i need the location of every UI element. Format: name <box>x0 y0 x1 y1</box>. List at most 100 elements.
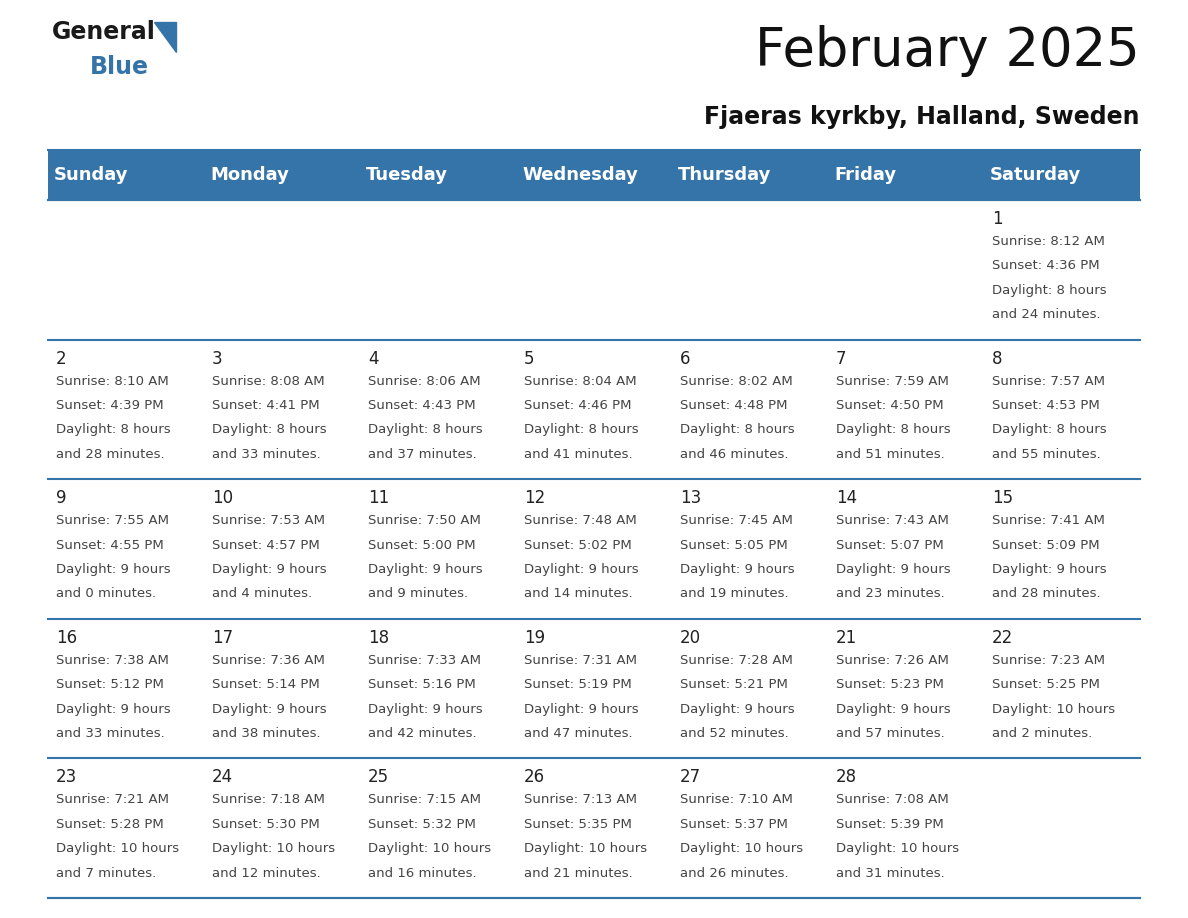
Text: Daylight: 9 hours: Daylight: 9 hours <box>368 563 482 577</box>
Text: Sunrise: 7:45 AM: Sunrise: 7:45 AM <box>680 514 792 527</box>
Bar <box>48 200 1140 340</box>
Text: and 52 minutes.: and 52 minutes. <box>680 727 789 740</box>
Text: and 38 minutes.: and 38 minutes. <box>211 727 321 740</box>
Text: Sunset: 4:39 PM: Sunset: 4:39 PM <box>56 399 164 412</box>
Text: Daylight: 9 hours: Daylight: 9 hours <box>524 702 638 716</box>
Text: 17: 17 <box>211 629 233 647</box>
Text: 4: 4 <box>368 350 378 367</box>
Text: 7: 7 <box>836 350 846 367</box>
Text: Sunrise: 7:31 AM: Sunrise: 7:31 AM <box>524 654 637 666</box>
Text: Sunrise: 7:55 AM: Sunrise: 7:55 AM <box>56 514 169 527</box>
Text: Sunrise: 7:38 AM: Sunrise: 7:38 AM <box>56 654 169 666</box>
Bar <box>48 479 1140 619</box>
Text: 25: 25 <box>368 768 388 787</box>
Text: and 33 minutes.: and 33 minutes. <box>211 448 321 461</box>
Text: Sunset: 5:02 PM: Sunset: 5:02 PM <box>524 539 632 552</box>
Text: Sunrise: 8:12 AM: Sunrise: 8:12 AM <box>992 235 1105 248</box>
Text: Sunset: 5:32 PM: Sunset: 5:32 PM <box>368 818 475 831</box>
Text: 6: 6 <box>680 350 690 367</box>
Text: 22: 22 <box>992 629 1013 647</box>
Text: Sunrise: 7:28 AM: Sunrise: 7:28 AM <box>680 654 792 666</box>
Text: Sunset: 4:41 PM: Sunset: 4:41 PM <box>211 399 320 412</box>
Text: Daylight: 9 hours: Daylight: 9 hours <box>992 563 1106 577</box>
Text: 24: 24 <box>211 768 233 787</box>
Text: Sunrise: 7:57 AM: Sunrise: 7:57 AM <box>992 375 1105 387</box>
Text: Daylight: 8 hours: Daylight: 8 hours <box>836 423 950 436</box>
Text: Sunrise: 7:48 AM: Sunrise: 7:48 AM <box>524 514 637 527</box>
Text: Daylight: 9 hours: Daylight: 9 hours <box>836 563 950 577</box>
Text: and 42 minutes.: and 42 minutes. <box>368 727 476 740</box>
Text: 3: 3 <box>211 350 222 367</box>
Text: 13: 13 <box>680 489 701 508</box>
Text: Daylight: 10 hours: Daylight: 10 hours <box>211 842 335 856</box>
Text: Sunrise: 7:23 AM: Sunrise: 7:23 AM <box>992 654 1105 666</box>
Text: and 28 minutes.: and 28 minutes. <box>992 588 1100 600</box>
Text: Sunset: 5:39 PM: Sunset: 5:39 PM <box>836 818 943 831</box>
Text: Sunset: 5:05 PM: Sunset: 5:05 PM <box>680 539 788 552</box>
Text: and 46 minutes.: and 46 minutes. <box>680 448 789 461</box>
Text: Daylight: 9 hours: Daylight: 9 hours <box>56 702 170 716</box>
Text: Sunset: 5:00 PM: Sunset: 5:00 PM <box>368 539 475 552</box>
Text: Sunset: 5:30 PM: Sunset: 5:30 PM <box>211 818 320 831</box>
Text: 12: 12 <box>524 489 545 508</box>
Text: Sunset: 5:09 PM: Sunset: 5:09 PM <box>992 539 1099 552</box>
Text: Daylight: 10 hours: Daylight: 10 hours <box>524 842 647 856</box>
Text: Sunrise: 8:04 AM: Sunrise: 8:04 AM <box>524 375 637 387</box>
Text: 16: 16 <box>56 629 77 647</box>
Text: Sunrise: 7:59 AM: Sunrise: 7:59 AM <box>836 375 949 387</box>
Text: February 2025: February 2025 <box>756 25 1140 77</box>
Text: 10: 10 <box>211 489 233 508</box>
Text: and 41 minutes.: and 41 minutes. <box>524 448 632 461</box>
Text: and 16 minutes.: and 16 minutes. <box>368 867 476 879</box>
Text: Sunset: 5:12 PM: Sunset: 5:12 PM <box>56 678 164 691</box>
Text: 27: 27 <box>680 768 701 787</box>
Text: and 7 minutes.: and 7 minutes. <box>56 867 156 879</box>
Text: Blue: Blue <box>90 55 148 79</box>
Text: Daylight: 8 hours: Daylight: 8 hours <box>211 423 327 436</box>
Text: Sunset: 5:07 PM: Sunset: 5:07 PM <box>836 539 943 552</box>
Polygon shape <box>154 22 176 52</box>
Text: General: General <box>52 20 156 44</box>
Text: Sunset: 4:46 PM: Sunset: 4:46 PM <box>524 399 631 412</box>
Text: and 37 minutes.: and 37 minutes. <box>368 448 476 461</box>
Text: Sunset: 5:23 PM: Sunset: 5:23 PM <box>836 678 943 691</box>
Text: 11: 11 <box>368 489 388 508</box>
Text: and 4 minutes.: and 4 minutes. <box>211 588 312 600</box>
Text: Daylight: 8 hours: Daylight: 8 hours <box>992 423 1106 436</box>
Text: and 31 minutes.: and 31 minutes. <box>836 867 944 879</box>
Text: Sunset: 4:55 PM: Sunset: 4:55 PM <box>56 539 164 552</box>
Text: Thursday: Thursday <box>678 166 772 184</box>
Text: Sunday: Sunday <box>55 166 128 184</box>
Text: Fjaeras kyrkby, Halland, Sweden: Fjaeras kyrkby, Halland, Sweden <box>704 105 1140 129</box>
Text: Sunset: 4:36 PM: Sunset: 4:36 PM <box>992 260 1099 273</box>
Text: and 14 minutes.: and 14 minutes. <box>524 588 632 600</box>
Text: and 9 minutes.: and 9 minutes. <box>368 588 468 600</box>
Text: Daylight: 9 hours: Daylight: 9 hours <box>368 702 482 716</box>
Text: Sunset: 5:14 PM: Sunset: 5:14 PM <box>211 678 320 691</box>
Text: Daylight: 9 hours: Daylight: 9 hours <box>56 563 170 577</box>
Text: and 33 minutes.: and 33 minutes. <box>56 727 165 740</box>
Text: Sunrise: 7:08 AM: Sunrise: 7:08 AM <box>836 793 948 806</box>
Text: Sunset: 5:37 PM: Sunset: 5:37 PM <box>680 818 788 831</box>
Bar <box>48 619 1140 758</box>
Text: Daylight: 10 hours: Daylight: 10 hours <box>680 842 803 856</box>
Text: Sunrise: 7:36 AM: Sunrise: 7:36 AM <box>211 654 324 666</box>
Text: Sunrise: 7:13 AM: Sunrise: 7:13 AM <box>524 793 637 806</box>
Text: Sunrise: 7:10 AM: Sunrise: 7:10 AM <box>680 793 792 806</box>
Text: Sunset: 5:25 PM: Sunset: 5:25 PM <box>992 678 1100 691</box>
Text: Saturday: Saturday <box>991 166 1081 184</box>
Text: 26: 26 <box>524 768 545 787</box>
Text: Sunrise: 7:15 AM: Sunrise: 7:15 AM <box>368 793 481 806</box>
Text: 9: 9 <box>56 489 67 508</box>
Text: Daylight: 10 hours: Daylight: 10 hours <box>992 702 1114 716</box>
Text: Wednesday: Wednesday <box>523 166 638 184</box>
Text: Sunset: 5:21 PM: Sunset: 5:21 PM <box>680 678 788 691</box>
Bar <box>48 340 1140 479</box>
Text: and 28 minutes.: and 28 minutes. <box>56 448 164 461</box>
Text: and 0 minutes.: and 0 minutes. <box>56 588 156 600</box>
Text: Sunrise: 7:43 AM: Sunrise: 7:43 AM <box>836 514 949 527</box>
Text: and 51 minutes.: and 51 minutes. <box>836 448 944 461</box>
Text: Friday: Friday <box>834 166 897 184</box>
Text: Sunset: 4:43 PM: Sunset: 4:43 PM <box>368 399 475 412</box>
Text: Daylight: 9 hours: Daylight: 9 hours <box>680 563 795 577</box>
